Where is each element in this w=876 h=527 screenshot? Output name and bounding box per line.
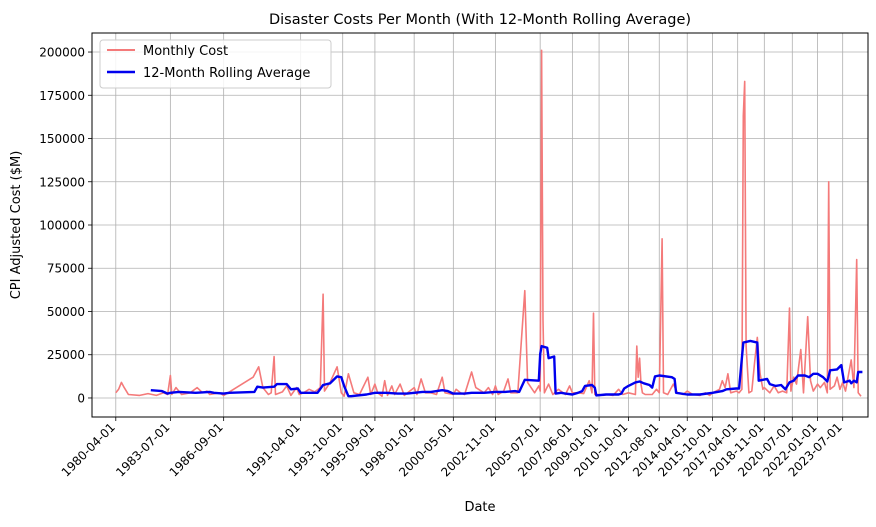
y-tick-label: 75000 [47,262,85,276]
y-tick-label: 125000 [39,175,85,189]
legend: Monthly Cost 12-Month Rolling Average [99,39,332,89]
series-line-monthly-cost [115,49,862,398]
series-line-12-month-rolling-average [150,339,863,398]
legend-label-monthly-cost: Monthly Cost [143,44,228,59]
legend-label-rolling-average: 12-Month Rolling Average [143,66,310,81]
series-layer [115,49,863,398]
y-tick-label: 0 [77,391,85,405]
y-tick-label: 25000 [47,348,85,362]
y-tick-label: 200000 [39,46,85,60]
y-tick-label: 100000 [39,219,85,233]
y-axis-label: CPI Adjusted Cost ($M) [9,151,24,300]
y-tick-label: 175000 [39,89,85,103]
legend-box [99,39,332,89]
y-tick-label: 150000 [39,132,85,146]
y-tick-label: 50000 [47,305,85,319]
chart-title: Disaster Costs Per Month (With 12-Month … [269,12,691,28]
x-axis-label: Date [464,500,495,515]
